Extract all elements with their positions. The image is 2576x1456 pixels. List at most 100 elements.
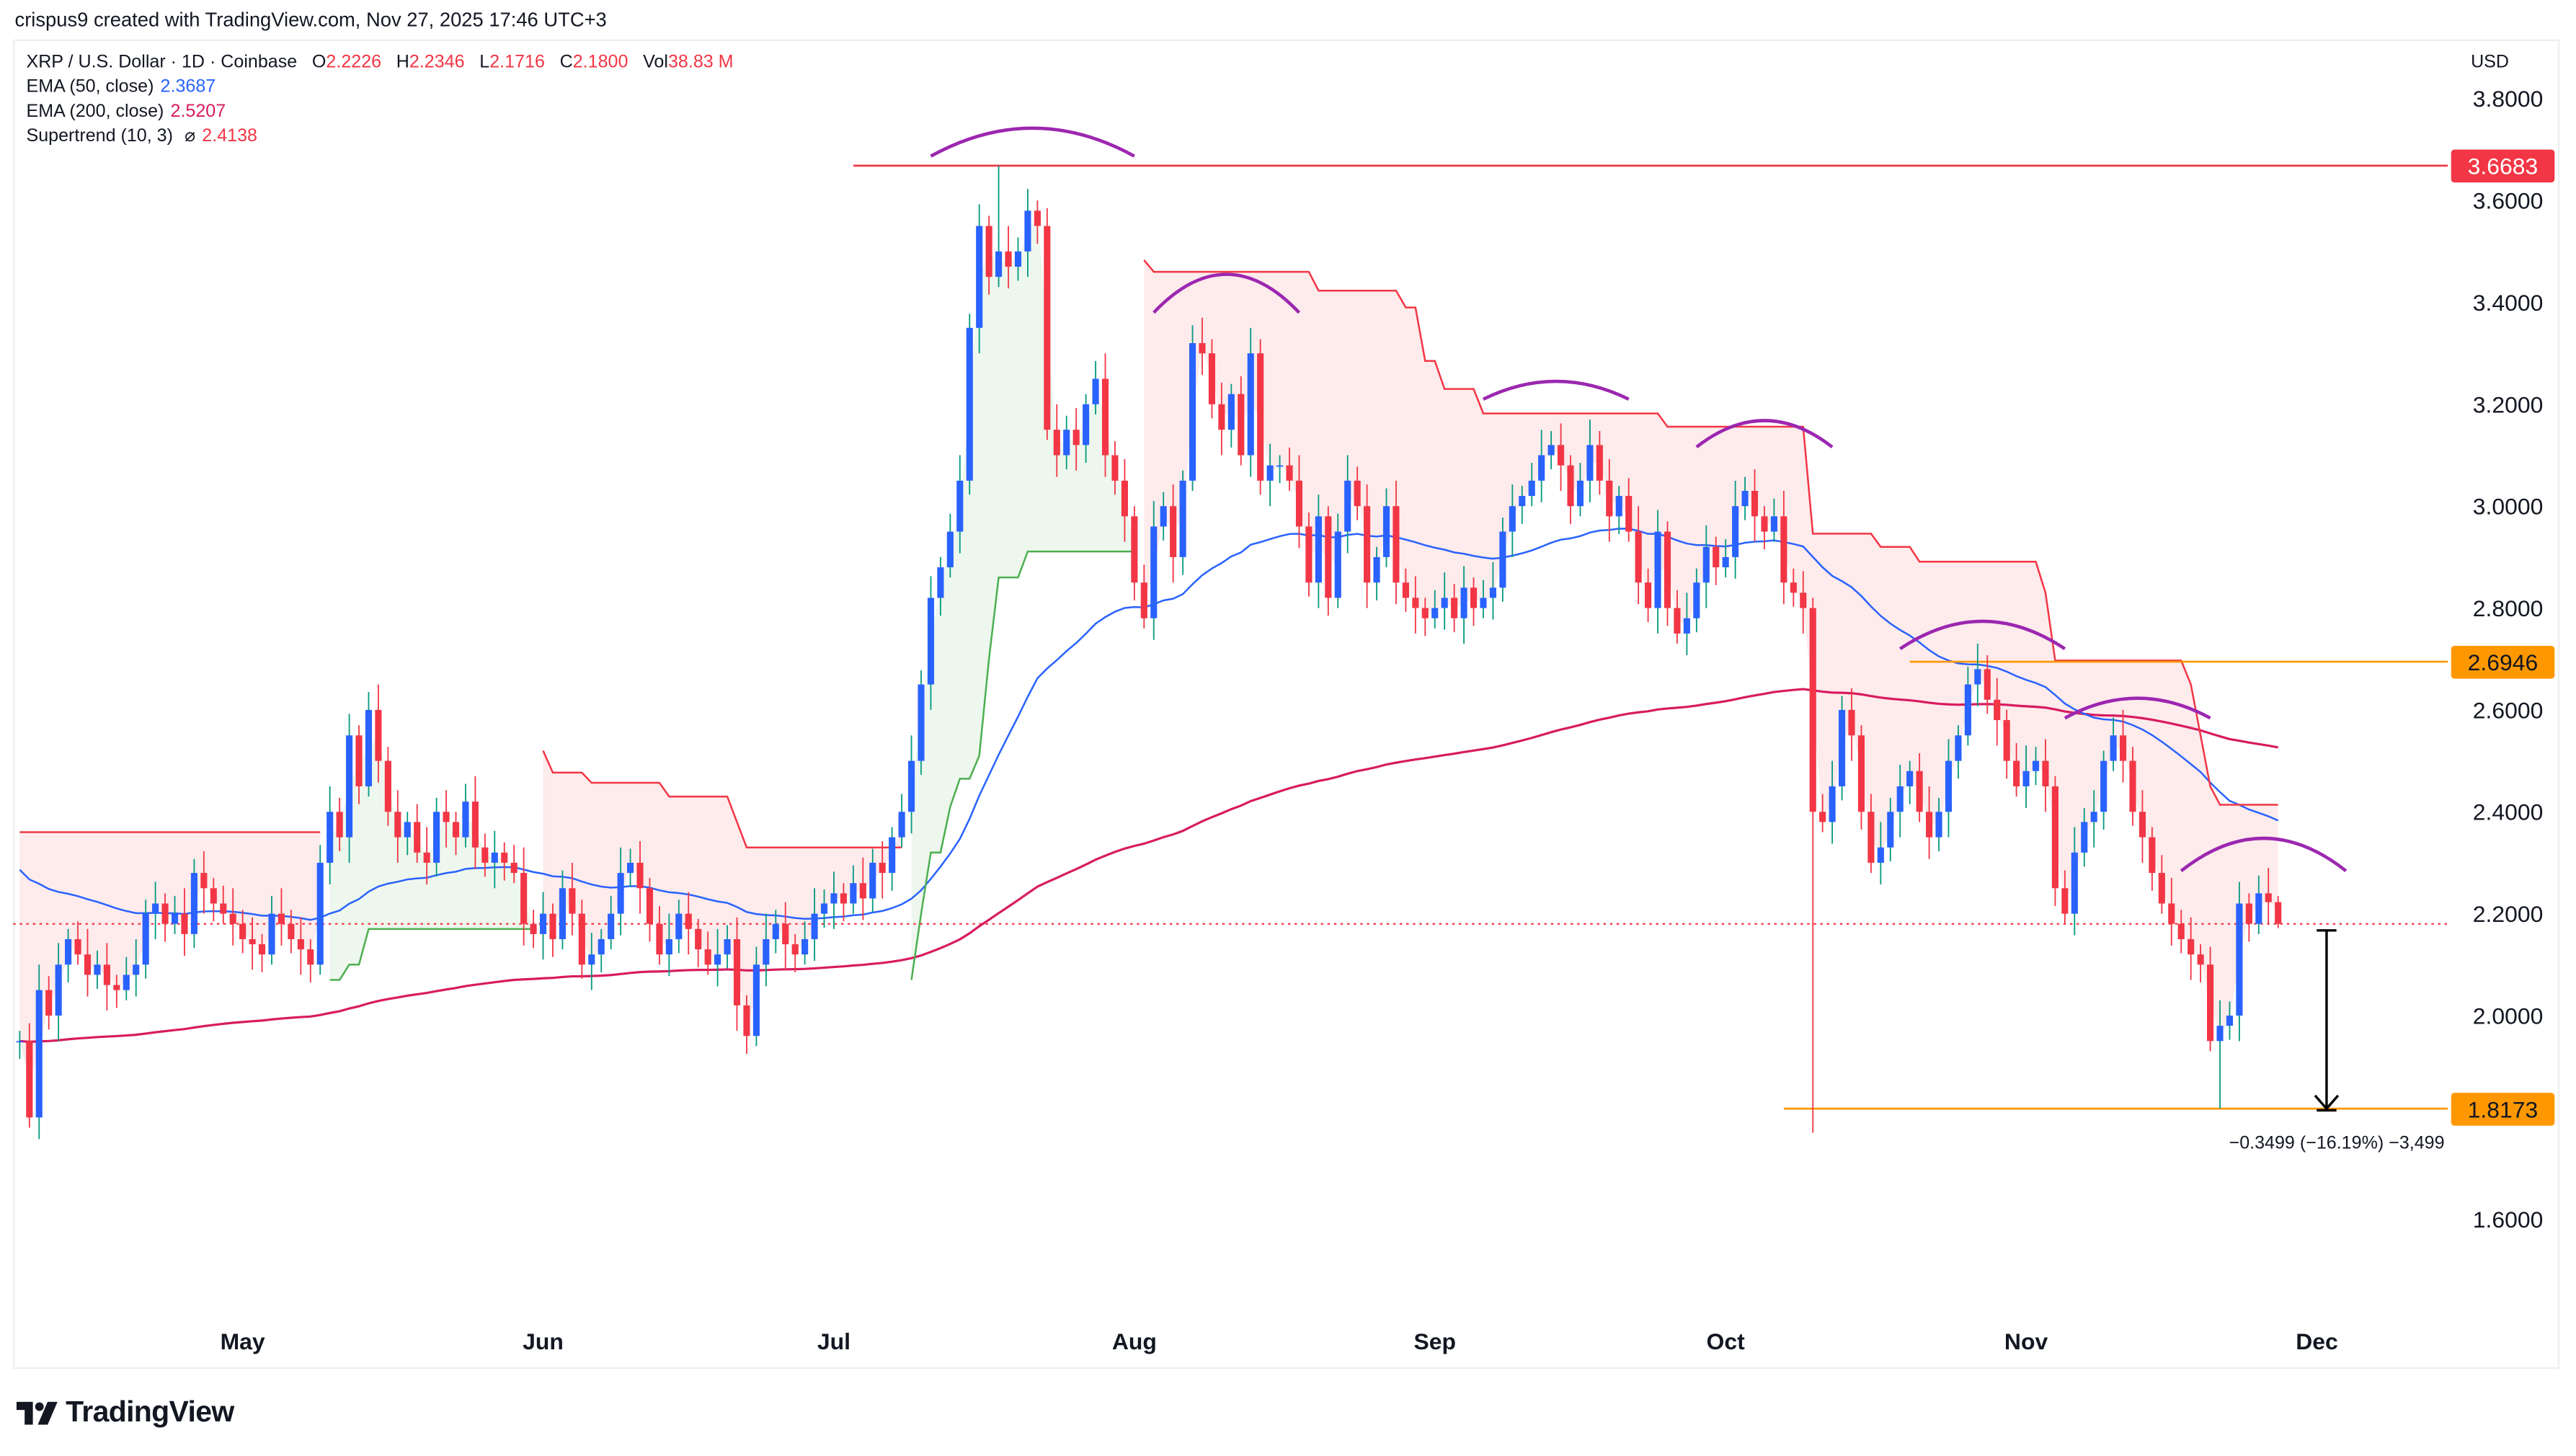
candle-body bbox=[743, 1005, 750, 1036]
candle-body bbox=[1325, 516, 1332, 598]
candle bbox=[695, 918, 702, 967]
candle-body bbox=[268, 913, 275, 955]
candle bbox=[2090, 790, 2097, 848]
candle-body bbox=[1732, 506, 1739, 557]
candle bbox=[646, 878, 654, 942]
candle-body bbox=[1199, 343, 1206, 354]
candle-body bbox=[1984, 669, 1991, 700]
arc-drawing bbox=[1898, 619, 2066, 651]
indicator-ema200[interactable]: EMA (200, close) 2.5207 bbox=[26, 100, 733, 125]
candle-body bbox=[327, 812, 334, 863]
candle-body bbox=[772, 923, 779, 939]
candle bbox=[1586, 420, 1594, 502]
price-tick-label: 2.4000 bbox=[2472, 799, 2544, 825]
candle-body bbox=[142, 913, 149, 965]
candle bbox=[1800, 571, 1807, 634]
chart-legend: XRP / U.S. Dollar · 1D · Coinbase O2.222… bbox=[26, 51, 733, 150]
symbol-legend-row[interactable]: XRP / U.S. Dollar · 1D · Coinbase O2.222… bbox=[26, 51, 733, 76]
candle bbox=[966, 314, 973, 495]
currency-label[interactable]: USD bbox=[2471, 52, 2510, 73]
symbol-title: XRP / U.S. Dollar · 1D · Coinbase bbox=[26, 52, 298, 73]
candle bbox=[1315, 494, 1322, 608]
candle-body bbox=[375, 709, 382, 761]
candle bbox=[520, 847, 528, 946]
candle bbox=[1848, 688, 1855, 761]
price-tick-label: 2.6000 bbox=[2472, 696, 2544, 724]
candle-body bbox=[423, 852, 430, 863]
candle bbox=[2207, 946, 2214, 1052]
candle-body bbox=[1625, 496, 1633, 532]
supertrend-layer bbox=[19, 259, 2278, 981]
time-tick-label: Nov bbox=[2004, 1328, 2048, 1354]
candle-body bbox=[462, 802, 469, 838]
price-level-tag[interactable]: 3.6683 bbox=[2451, 149, 2555, 182]
candle bbox=[1063, 415, 1070, 469]
time-tick-label: Jul bbox=[817, 1328, 851, 1354]
candle-body bbox=[1247, 353, 1254, 456]
candle bbox=[724, 925, 731, 969]
candle-body bbox=[1800, 592, 1807, 608]
candle bbox=[210, 878, 217, 922]
candle-body bbox=[2158, 873, 2165, 904]
price-level-tag[interactable]: 1.8173 bbox=[2451, 1092, 2555, 1125]
chart-pane[interactable] bbox=[13, 39, 2560, 1370]
candle bbox=[2081, 807, 2088, 867]
ema200-line bbox=[19, 688, 2278, 1043]
candle bbox=[1683, 592, 1690, 655]
candle-body bbox=[384, 760, 391, 812]
candle bbox=[1005, 226, 1012, 289]
indicator-supertrend[interactable]: Supertrend (10, 3) ⌀ 2.4138 bbox=[26, 125, 733, 149]
candle bbox=[1044, 208, 1051, 440]
candle-body bbox=[1179, 480, 1186, 557]
candle bbox=[1702, 525, 1710, 608]
candle-body bbox=[879, 862, 886, 874]
arc-drawing bbox=[2064, 696, 2211, 720]
candle bbox=[1431, 590, 1439, 629]
candle-body bbox=[2022, 771, 2030, 786]
arc-drawing bbox=[1152, 272, 1301, 314]
supertrend-down-fill bbox=[19, 832, 321, 1080]
price-tick-label: 1.6000 bbox=[2472, 1206, 2544, 1233]
candle-body bbox=[2081, 822, 2088, 853]
volume-label: Vol bbox=[643, 52, 668, 73]
candle-body bbox=[249, 938, 256, 945]
candle-body bbox=[1596, 445, 1603, 481]
indicator-ema50[interactable]: EMA (50, close) 2.3687 bbox=[26, 76, 733, 100]
candle bbox=[2003, 709, 2010, 779]
candle-body bbox=[1295, 480, 1303, 527]
candle bbox=[685, 892, 692, 955]
candle bbox=[1218, 382, 1225, 456]
candle bbox=[752, 946, 760, 1047]
candle-body bbox=[985, 226, 992, 278]
candle-body bbox=[2177, 923, 2185, 939]
tradingview-logo[interactable]: TradingView bbox=[16, 1395, 234, 1430]
candle-body bbox=[84, 954, 92, 975]
candle-body bbox=[307, 949, 314, 965]
candle-body bbox=[1964, 684, 1971, 736]
candle-body bbox=[1480, 598, 1487, 608]
candle-body bbox=[2265, 893, 2272, 902]
candle bbox=[384, 747, 391, 826]
candle-body bbox=[491, 852, 498, 863]
candle bbox=[1596, 430, 1603, 495]
candle bbox=[2071, 827, 2078, 936]
candle-body bbox=[1867, 812, 1875, 863]
candle-body bbox=[1131, 516, 1138, 583]
candle bbox=[471, 776, 479, 869]
candle bbox=[2051, 776, 2058, 907]
candle-body bbox=[549, 913, 556, 939]
candle bbox=[1509, 484, 1516, 557]
candle-body bbox=[1101, 378, 1109, 456]
candle-body bbox=[171, 913, 179, 924]
candle-body bbox=[1402, 582, 1409, 598]
candle-body bbox=[2168, 903, 2175, 924]
price-level-tag[interactable]: 2.6946 bbox=[2451, 645, 2555, 678]
candle-body bbox=[1819, 812, 1826, 822]
candle-body bbox=[898, 812, 905, 838]
candle-body bbox=[927, 598, 935, 685]
candle bbox=[1305, 512, 1313, 597]
candle bbox=[2188, 917, 2195, 980]
candle-body bbox=[559, 888, 566, 939]
